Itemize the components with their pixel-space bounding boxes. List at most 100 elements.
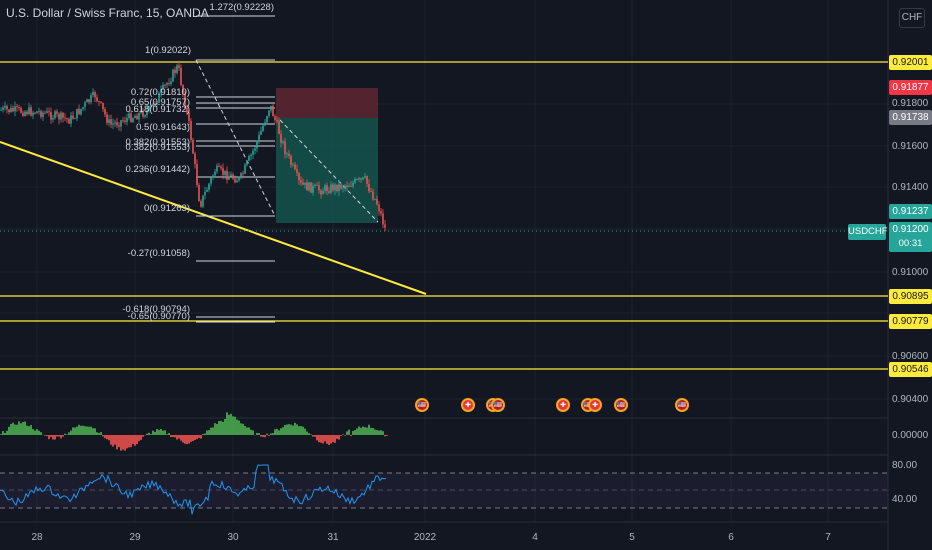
macd-bar [70, 431, 72, 435]
candle-body [336, 184, 338, 191]
candle-body [234, 179, 236, 183]
candle-body [200, 201, 202, 206]
macd-bar [264, 435, 266, 437]
macd-bar [82, 426, 84, 435]
bar-countdown: 00:31 [889, 237, 932, 250]
candle-body [48, 111, 50, 112]
swiss-flag-icon[interactable]: ✚ [461, 398, 475, 412]
macd-bar [46, 435, 48, 436]
candle-body [2, 108, 4, 110]
macd-bar [40, 432, 42, 435]
candle-body [362, 177, 364, 179]
candle-body [220, 167, 222, 169]
swiss-flag-icon[interactable]: ✚ [588, 398, 602, 412]
macd-bar [266, 434, 268, 435]
candle-body [330, 185, 332, 193]
macd-bar [220, 421, 222, 435]
time-tick: 4 [532, 532, 538, 543]
macd-bar [242, 424, 244, 435]
macd-bar [176, 435, 178, 440]
macd-bar [260, 435, 262, 437]
time-tick: 31 [327, 532, 338, 543]
candle-body [102, 103, 104, 109]
price-tick: 0.91400 [892, 182, 928, 194]
macd-bar [162, 431, 164, 435]
macd-bar [190, 435, 192, 442]
macd-bar [342, 434, 344, 435]
candle-body [190, 121, 192, 140]
macd-bar [360, 428, 362, 435]
candle-body [28, 107, 30, 114]
stop-loss-zone[interactable] [276, 88, 378, 118]
macd-bar [64, 434, 66, 435]
candle-body [266, 116, 268, 122]
macd-bar [336, 435, 338, 439]
candle-body [316, 185, 318, 186]
us-flag-icon[interactable]: 🇺🇸 [415, 398, 429, 412]
macd-bar [10, 424, 12, 435]
macd-bar [168, 433, 170, 435]
macd-bar [6, 431, 8, 435]
candle-body [248, 156, 250, 161]
macd-bar [222, 422, 224, 435]
macd-bar [182, 435, 184, 443]
chart-title[interactable]: U.S. Dollar / Swiss Franc, 15, OANDA [6, 6, 209, 20]
candle-body [22, 113, 24, 116]
time-tick: 29 [129, 532, 140, 543]
us-flag-icon[interactable]: 🇺🇸 [614, 398, 628, 412]
candle-body [176, 65, 178, 73]
macd-bar [346, 431, 348, 435]
macd-bar [210, 428, 212, 435]
macd-bar [272, 433, 274, 435]
swiss-flag-icon[interactable]: ✚ [556, 398, 570, 412]
price-tick: 0.91600 [892, 141, 928, 153]
macd-bar [26, 426, 28, 435]
rsi-tick: 80.00 [892, 460, 917, 472]
macd-bar [68, 432, 70, 435]
us-flag-icon[interactable]: 🇺🇸 [675, 398, 689, 412]
macd-bar [288, 424, 290, 435]
candle-body [208, 184, 210, 190]
macd-bar [170, 435, 172, 437]
macd-bar [80, 426, 82, 435]
candle-body [364, 176, 366, 177]
macd-bar [330, 435, 332, 444]
macd-bar [358, 427, 360, 435]
fib-label: 0.236(0.91442) [126, 164, 190, 175]
macd-bar [148, 433, 150, 435]
macd-bar [214, 423, 216, 435]
time-tick: 2022 [414, 532, 436, 543]
macd-bar [280, 428, 282, 435]
macd-bar [30, 425, 32, 435]
time-tick: 6 [728, 532, 734, 543]
candle-body [52, 118, 54, 120]
macd-bar [96, 432, 98, 435]
macd-bar [376, 430, 378, 435]
candle-body [244, 165, 246, 174]
take-profit-zone[interactable] [276, 118, 378, 223]
macd-bar [76, 427, 78, 435]
fib-trend-line[interactable] [196, 60, 275, 216]
candle-body [320, 190, 322, 194]
candle-body [20, 108, 22, 113]
candle-body [72, 116, 74, 119]
candle-body [342, 187, 344, 188]
macd-bar [18, 421, 20, 435]
candle-body [352, 183, 354, 187]
candle-body [324, 185, 326, 191]
macd-bar [116, 435, 118, 449]
fib-label: 0.618(0.91732) [126, 104, 190, 115]
candle-body [164, 85, 166, 86]
candle-body [298, 173, 300, 180]
candle-body [112, 123, 114, 124]
macd-bar [184, 435, 186, 444]
candle-body [90, 95, 92, 102]
candle-body [242, 173, 244, 174]
us-flag-icon[interactable]: 🇺🇸 [491, 398, 505, 412]
macd-bar [354, 430, 356, 435]
macd-bar [88, 427, 90, 435]
candle-body [254, 148, 256, 150]
currency-button[interactable]: CHF [899, 8, 925, 28]
